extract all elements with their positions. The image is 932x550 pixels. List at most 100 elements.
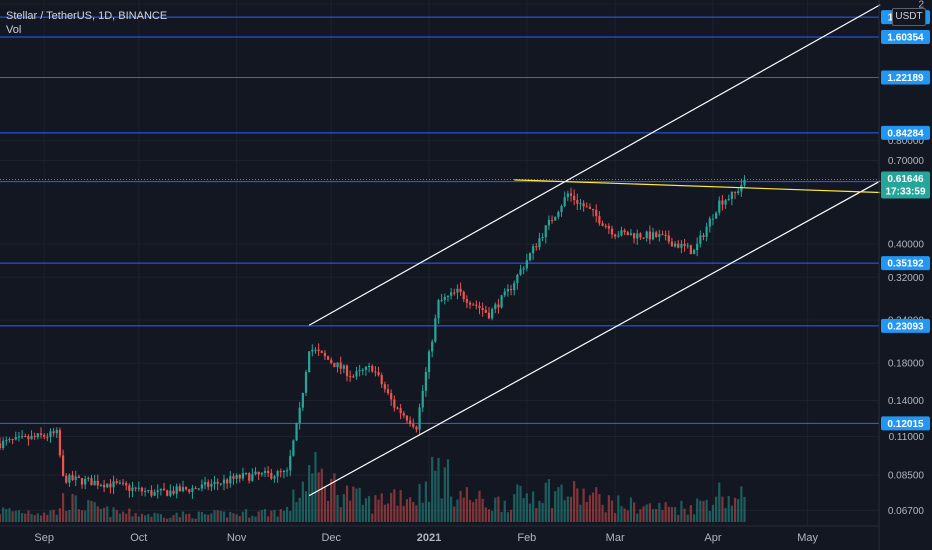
volume-bar [450, 496, 453, 522]
price-axis[interactable]: 20.800000.700000.400000.320000.240000.18… [878, 0, 925, 550]
candle-body [336, 362, 339, 368]
volume-bar [673, 507, 677, 522]
volume-bars [0, 452, 746, 522]
volume-bar [655, 509, 658, 522]
candle-body [639, 233, 642, 238]
volume-bar [462, 497, 465, 522]
volume-bar [516, 484, 519, 522]
candle-body [90, 478, 93, 486]
candle-body [730, 191, 733, 199]
candle-body [503, 291, 506, 296]
volume-bar [364, 498, 368, 522]
volume-bar [434, 470, 437, 522]
candle-body [617, 235, 620, 237]
candle-body [491, 308, 494, 319]
volume-bar [326, 500, 330, 522]
candle-body [437, 300, 440, 319]
volume-bar [178, 516, 181, 522]
candle-body [367, 365, 371, 367]
candle-body [200, 484, 204, 489]
volume-bar [43, 512, 46, 522]
candle-body [58, 429, 62, 456]
candle-body [579, 203, 582, 205]
volume-bar [576, 488, 579, 522]
candle-body [222, 479, 226, 484]
volume-bar [24, 513, 27, 522]
volume-bar [244, 509, 248, 522]
candle-body [459, 288, 462, 292]
volume-bar [216, 510, 219, 522]
volume-bar [563, 500, 566, 522]
candle-body [8, 439, 11, 441]
volume-bar [159, 514, 162, 522]
candle-body [71, 474, 74, 480]
candle-body [103, 484, 106, 488]
candle-body [642, 237, 645, 239]
candle-body [24, 436, 27, 438]
candle-body [30, 436, 33, 440]
volume-indicator-label[interactable]: Vol [6, 24, 22, 36]
candle-body [677, 243, 680, 248]
candle-body [509, 288, 513, 291]
level-price-badge [881, 125, 930, 140]
candle-body [150, 490, 153, 496]
candle-body [547, 219, 551, 226]
time-tick-label: Oct [130, 532, 147, 544]
volume-bar [560, 484, 563, 522]
volume-bar [740, 486, 743, 522]
candle-body [96, 480, 99, 486]
volume-bar [718, 482, 721, 522]
drawings[interactable] [308, 4, 881, 497]
volume-bar [427, 501, 431, 522]
symbol-title[interactable]: Stellar / TetherUS, 1D, BINANCE [6, 10, 168, 22]
volume-bar [197, 511, 200, 522]
volume-bar [604, 512, 607, 522]
volume-bar [279, 509, 282, 522]
candle-body [251, 474, 254, 481]
candle-body [254, 471, 257, 475]
candle-body [380, 375, 383, 385]
volume-bar [418, 483, 421, 522]
volume-bar [235, 514, 238, 522]
candle-body [279, 471, 282, 473]
volume-bar [257, 511, 260, 522]
volume-bar [87, 500, 90, 522]
volume-bar [440, 498, 443, 522]
volume-bar [232, 513, 235, 522]
channel-lower-line[interactable] [308, 180, 881, 497]
candle-body [623, 230, 626, 233]
time-axis[interactable]: Sep Oct Nov Dec 2021 Feb Mar Apr May [0, 525, 879, 544]
volume-bar [724, 507, 727, 522]
candle-body [106, 483, 109, 488]
volume-bar [219, 510, 222, 522]
candle-body [418, 407, 421, 430]
candle-body [424, 372, 427, 391]
volume-bar [721, 496, 724, 522]
volume-bar [443, 467, 446, 522]
volume-bar [557, 487, 560, 522]
volume-bar [169, 517, 172, 522]
candle-body [49, 431, 52, 437]
volume-bar [276, 516, 279, 522]
volume-bar [349, 500, 352, 522]
candle-body [396, 407, 399, 409]
price-tick-label: 0.80000 [888, 136, 925, 147]
volume-bar [367, 496, 371, 522]
candle-body [301, 392, 304, 408]
volume-bar [484, 507, 487, 522]
volume-bar [456, 499, 459, 522]
candle-body [484, 309, 487, 313]
candle-body [440, 300, 443, 302]
volume-bar [342, 494, 345, 522]
currency-label[interactable]: USDT [892, 8, 926, 26]
candle-body [563, 197, 566, 206]
candle-body [655, 232, 658, 237]
candle-body [689, 245, 692, 255]
channel-upper-line[interactable] [308, 4, 881, 326]
candle-body [14, 437, 17, 440]
volume-bar [134, 513, 137, 522]
candle-body [705, 226, 708, 237]
resistance-trendline[interactable] [514, 179, 881, 194]
price-tick-label: 0.08500 [888, 470, 925, 481]
